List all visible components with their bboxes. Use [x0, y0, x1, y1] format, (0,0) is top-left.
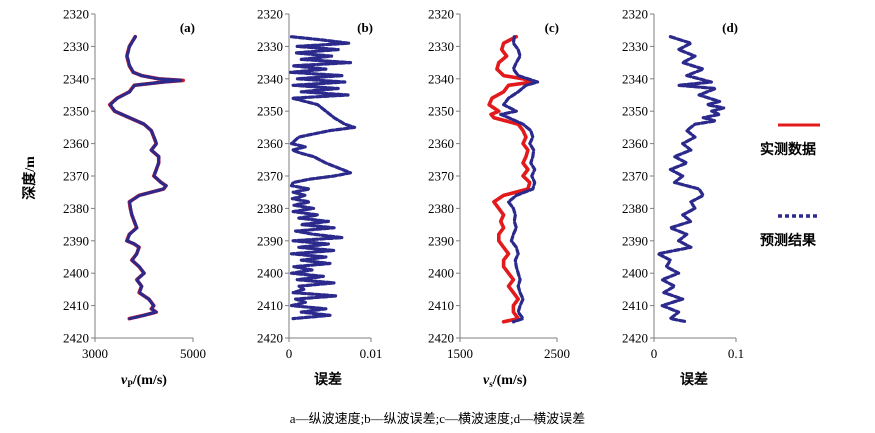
y-tick-label: 2410	[622, 298, 648, 313]
x-axis-label-subscript: s	[489, 379, 493, 389]
y-tick-label: 2380	[63, 201, 89, 216]
y-tick-label: 2350	[257, 104, 283, 119]
y-tick-label: 2380	[622, 201, 648, 216]
panel-label: (d)	[722, 20, 738, 35]
x-axis-label-unit: /(m/s)	[132, 373, 168, 388]
legend-measured-label: 实测数据	[760, 141, 816, 158]
x-axis-label-unit: /(m/s)	[492, 373, 528, 388]
panel-d: 2320 2330 2340 2350 2360 2370 2380 2390 2400 2410…	[622, 7, 744, 389]
y-tick-label: 2320	[428, 7, 454, 22]
y-tick-label: 2390	[63, 233, 89, 248]
x-axis-label-symbol: v	[121, 373, 128, 388]
y-tick-label: 2340	[428, 71, 454, 86]
y-tick-label: 2380	[428, 201, 454, 216]
x-tick-label: 0	[286, 346, 293, 361]
series-measured-line	[487, 34, 535, 324]
y-tick-label: 2420	[428, 331, 454, 346]
y-tick-label: 2360	[428, 136, 454, 151]
x-axis-label: vs/(m/s)	[483, 373, 527, 389]
x-tick-label: 0.01	[360, 346, 383, 361]
y-tick-label: 2340	[622, 71, 648, 86]
x-axis-label-symbol: v	[483, 373, 490, 388]
series-predicted-line	[656, 35, 726, 324]
x-tick-label: 2500	[544, 346, 570, 361]
y-tick-label: 2330	[63, 39, 89, 54]
x-axis-label-subscript: P	[127, 379, 133, 389]
panel-label: (c)	[545, 20, 559, 35]
y-tick-label: 2330	[622, 39, 648, 54]
series-predicted-line	[108, 35, 184, 321]
panel-b: 2320 2330 2340 2350 2360 2370 2380 2390 2400 2410…	[257, 7, 382, 389]
y-tick-label: 2320	[622, 7, 648, 22]
y-tick-label: 2320	[257, 7, 283, 22]
y-tick-label: 2400	[63, 266, 89, 281]
y-tick-label: 2320	[63, 7, 89, 22]
panel-label: (b)	[357, 20, 373, 35]
y-tick-label: 2420	[257, 331, 283, 346]
y-tick-label: 2330	[428, 39, 454, 54]
series-predicted-line	[289, 35, 357, 321]
y-tick-label: 2370	[622, 169, 648, 184]
x-axis-label: 误差	[680, 371, 708, 388]
y-tick-label: 2370	[257, 169, 283, 184]
x-tick-label: 0	[651, 346, 658, 361]
x-tick-label: 0.1	[728, 346, 744, 361]
y-axis-label: 深度/m	[21, 156, 38, 200]
y-tick-label: 2360	[63, 136, 89, 151]
y-tick-label: 2390	[257, 233, 283, 248]
y-tick-label: 2370	[63, 169, 89, 184]
y-tick-label: 2360	[622, 136, 648, 151]
y-tick-label: 2360	[257, 136, 283, 151]
x-tick-label: 1500	[447, 346, 473, 361]
panel-c: 2320 2330 2340 2350 2360 2370 2380 2390 2400 2410…	[428, 7, 570, 390]
y-tick-label: 2400	[428, 266, 454, 281]
series-predicted-line	[499, 35, 540, 324]
x-tick-label: 5000	[180, 346, 206, 361]
y-tick-label: 2410	[63, 298, 89, 313]
y-tick-label: 2380	[257, 201, 283, 216]
y-tick-label: 2410	[257, 298, 283, 313]
y-tick-label: 2410	[428, 298, 454, 313]
y-tick-label: 2420	[63, 331, 89, 346]
x-axis-label: 误差	[314, 371, 342, 388]
y-tick-label: 2340	[63, 71, 89, 86]
panel-a: 2320 2330 2340 2350 2360 2370 2380 2390 2400 2410…	[63, 7, 206, 390]
legend: 实测数据 预测结果	[760, 123, 820, 249]
x-axis-label: vP/(m/s)	[121, 373, 167, 389]
y-tick-label: 2420	[622, 331, 648, 346]
y-tick-label: 2400	[257, 266, 283, 281]
legend-predicted-label: 预测结果	[760, 232, 817, 249]
y-tick-label: 2330	[257, 39, 283, 54]
y-tick-label: 2350	[428, 104, 454, 119]
y-tick-label: 2390	[428, 233, 454, 248]
y-tick-label: 2350	[63, 104, 89, 119]
figure-caption: a—纵波速度;b—纵波误差;c—横波速度;d—横波误差	[289, 411, 586, 426]
y-tick-label: 2350	[622, 104, 648, 119]
panel-label: (a)	[180, 20, 195, 35]
y-tick-label: 2340	[257, 71, 283, 86]
x-tick-label: 3000	[82, 346, 108, 361]
y-tick-label: 2400	[622, 266, 648, 281]
panels-group: 2320 2330 2340 2350 2360 2370 2380 2390 2400 2410…	[63, 7, 744, 390]
y-tick-label: 2390	[622, 233, 648, 248]
y-tick-label: 2370	[428, 169, 454, 184]
